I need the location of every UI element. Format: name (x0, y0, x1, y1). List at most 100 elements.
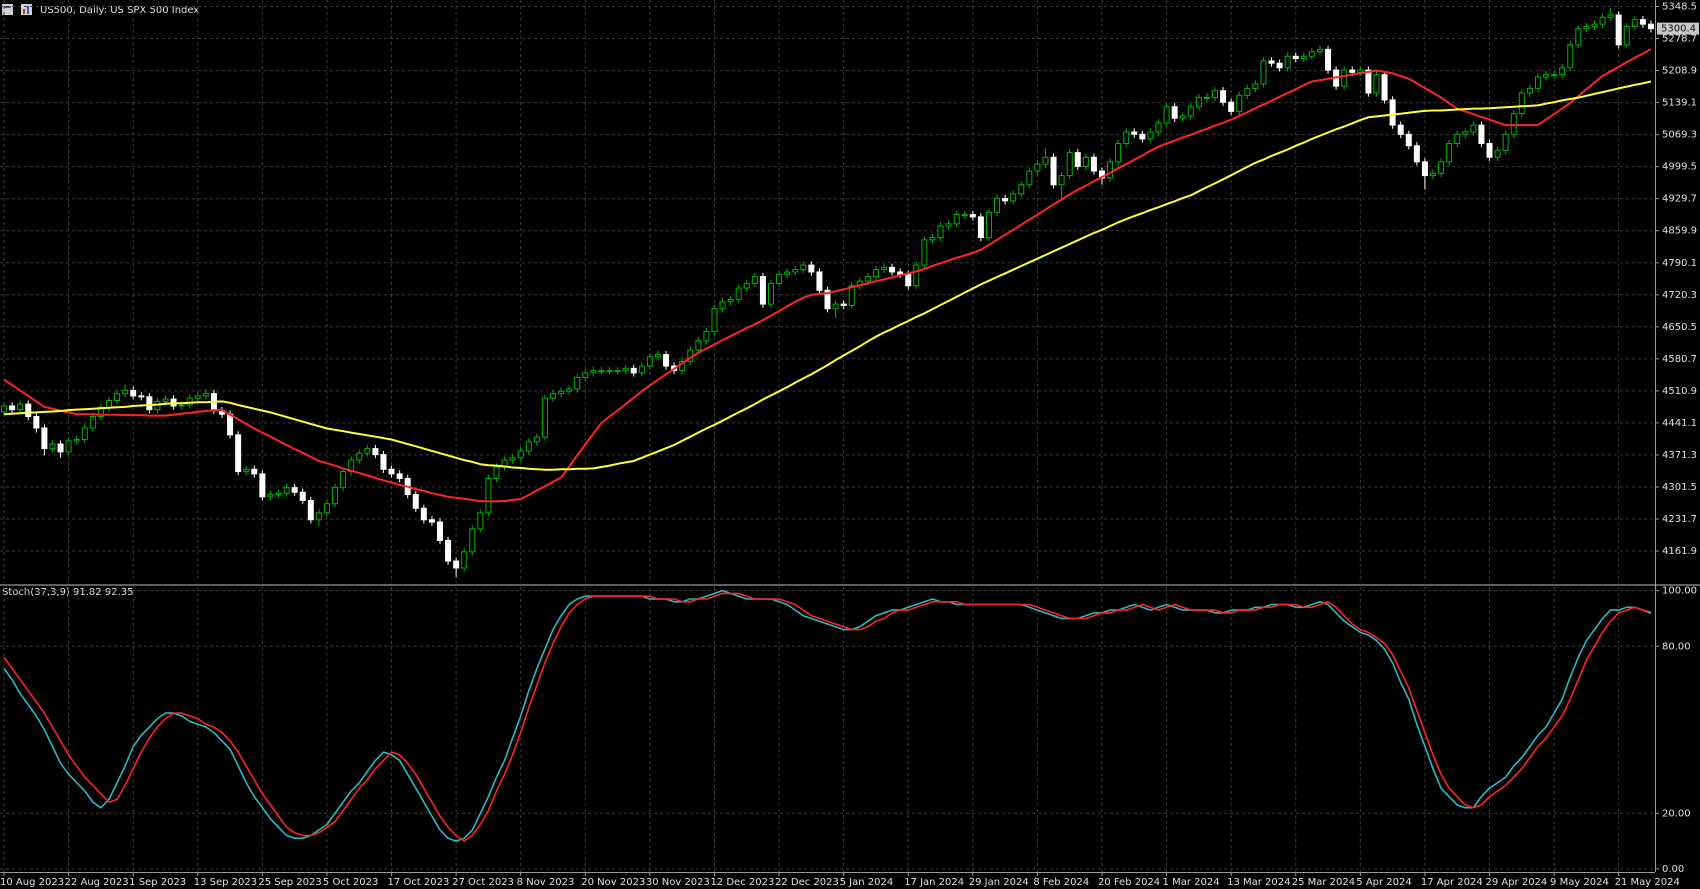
candle-body (824, 289, 831, 310)
candle-body (1042, 156, 1049, 165)
candle-body (776, 273, 783, 284)
candle-body (1026, 170, 1033, 186)
candle-body (1203, 97, 1210, 100)
x-tick-label: 1 Sep 2023 (129, 877, 186, 888)
candle-body (243, 468, 250, 473)
candle-body (1615, 14, 1622, 46)
candle-body (364, 448, 371, 454)
y-tick-label: 5069.3 (1662, 130, 1697, 141)
candle-body (105, 399, 112, 408)
candle-body (800, 264, 807, 271)
x-tick-label: 20 Feb 2024 (1098, 877, 1160, 888)
candle-body (1502, 133, 1509, 151)
candle-body (1341, 69, 1348, 87)
candle-body (436, 521, 443, 541)
candle-body (1268, 60, 1275, 64)
candle-body (727, 299, 734, 303)
candle-body (202, 393, 209, 397)
candle-body (1074, 152, 1081, 167)
candle-body (178, 404, 185, 407)
candle-body (146, 396, 153, 411)
y-tick-label: 4580.7 (1662, 354, 1697, 365)
candle-body (1478, 124, 1485, 144)
candle-body (913, 264, 920, 287)
y-tick-label: 4161.9 (1662, 546, 1697, 557)
y-tick-label: 4790.1 (1662, 258, 1697, 269)
candle-body (864, 276, 871, 282)
candle-body (1260, 60, 1267, 85)
candle-body (921, 239, 928, 266)
candle-body (1551, 74, 1558, 77)
candle-body (816, 271, 823, 291)
candle-body (784, 271, 791, 275)
candle-body (1292, 55, 1299, 60)
candle-body (1276, 62, 1283, 69)
candle-body (372, 448, 379, 456)
y-tick-label: 4859.9 (1662, 226, 1697, 237)
x-tick-label: 29 Jan 2024 (969, 877, 1029, 888)
y-tick-label: 0.00 (1662, 864, 1684, 875)
candle-body (1373, 74, 1380, 94)
candle-body (259, 473, 266, 498)
candle-body (759, 276, 766, 305)
candle-body (808, 264, 815, 273)
candle-body (1034, 163, 1041, 172)
candle-body (695, 340, 702, 351)
x-tick-label: 25 Mar 2024 (1292, 877, 1355, 888)
candle-body (453, 560, 460, 569)
candle-body (1050, 156, 1057, 186)
candle-body (574, 377, 581, 390)
y-tick-label: 4441.1 (1662, 418, 1697, 429)
candle-body (388, 468, 395, 475)
y-tick-label: 5208.9 (1662, 66, 1697, 77)
candle-body (1308, 51, 1315, 57)
candle-body (332, 487, 339, 505)
candle-body (1413, 145, 1420, 163)
indicator-label: Stoch(37,3,9) 91.82 92.35 (2, 587, 134, 598)
candle-body (477, 512, 484, 530)
y-tick-label: 100.00 (1662, 586, 1697, 597)
x-tick-label: 5 Oct 2023 (323, 877, 378, 888)
candle-body (630, 367, 637, 374)
candle-body (840, 303, 847, 306)
candle-body (307, 499, 314, 521)
candle-body (792, 269, 799, 273)
x-tick-label: 10 Aug 2023 (0, 877, 64, 888)
candle-body (235, 434, 242, 473)
last-price-box (1657, 22, 1699, 35)
candle-body (1639, 19, 1646, 25)
candle-body (1349, 69, 1356, 73)
chart-icon[interactable] (21, 4, 32, 15)
candle-body (533, 436, 540, 443)
candle-body (767, 282, 774, 305)
candle-body (1446, 142, 1453, 163)
candle-body (1526, 87, 1533, 94)
candle-body (130, 389, 137, 397)
candle-body (1591, 23, 1598, 27)
candle-body (1462, 131, 1469, 135)
x-tick-label: 30 Nov 2023 (646, 877, 710, 888)
candle-body (1470, 124, 1477, 133)
x-tick-label: 5 Apr 2024 (1356, 877, 1411, 888)
x-tick-label: 12 Dec 2023 (710, 877, 774, 888)
y-tick-label: 4510.9 (1662, 386, 1697, 397)
candle-body (469, 528, 476, 553)
y-tick-label: 5348.5 (1662, 2, 1697, 13)
candle-body (1647, 23, 1654, 30)
candle-body (1171, 106, 1178, 119)
x-tick-label: 25 Sep 2023 (258, 877, 321, 888)
candle-body (412, 494, 419, 509)
candle-body (1559, 67, 1566, 76)
candle-body (194, 395, 201, 399)
y-tick-label: 4650.5 (1662, 322, 1697, 333)
candle-body (17, 403, 24, 411)
candle-body (598, 370, 605, 373)
x-tick-label: 5 Jan 2024 (840, 877, 894, 888)
candle-body (1543, 74, 1550, 78)
menu-icon[interactable] (2, 4, 13, 15)
candle-body (525, 441, 532, 452)
candle-body (1438, 161, 1445, 174)
candle-body (646, 356, 653, 367)
candle-body (485, 477, 492, 514)
indicator-signal-value: 92.35 (105, 587, 134, 598)
